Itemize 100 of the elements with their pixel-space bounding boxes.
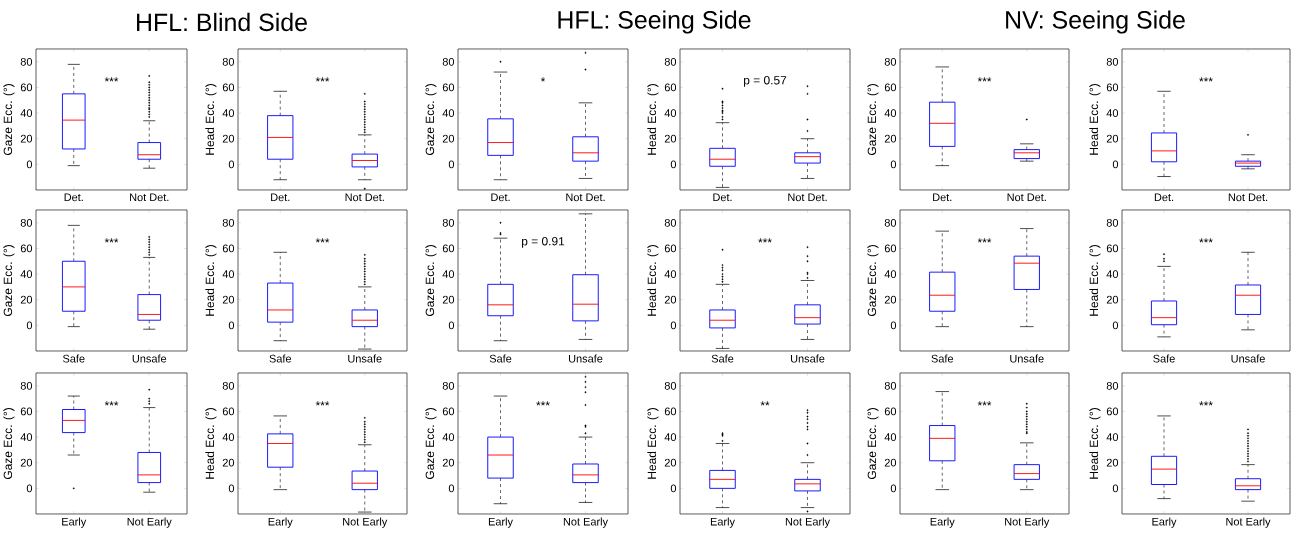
y-tick-label: 20 (442, 295, 455, 304)
y-tick-label: 40 (884, 270, 897, 278)
annotation: *** (315, 77, 330, 82)
x-tick-label: Det. (491, 193, 510, 202)
y-tick-label: 60 (1106, 244, 1119, 253)
annotation: *** (1199, 401, 1213, 406)
annotation: *** (104, 401, 119, 406)
x-tick-label: Safe (489, 354, 512, 363)
y-tick-label: 20 (884, 458, 897, 467)
y-tick-label: 0 (448, 160, 455, 169)
y-tick-label: 20 (442, 134, 455, 143)
x-tick-label: Not Det. (345, 193, 384, 202)
x-tick-label: Det. (271, 193, 290, 202)
y-tick-label: 80 (442, 218, 455, 227)
annotation: p = 0.57 (744, 76, 787, 87)
chart-title: NV: Seeing Side (1006, 10, 1185, 34)
annotation: * (540, 77, 546, 82)
y-tick-label: 80 (1106, 381, 1119, 390)
annotation: *** (104, 77, 119, 82)
y-axis-title: Gaze Ecc. (°) (3, 84, 15, 156)
y-tick-label: 60 (664, 244, 677, 253)
y-tick-label: 60 (20, 244, 33, 253)
y-tick-label: 80 (442, 57, 455, 66)
annotation: *** (1199, 77, 1213, 82)
x-tick-label: Safe (62, 354, 85, 363)
annotation: *** (977, 238, 992, 243)
y-axis-title: Gaze Ecc. (°) (3, 408, 15, 480)
y-axis-title: Head Ecc. (°) (205, 408, 217, 479)
x-tick-label: Not Det. (1228, 193, 1268, 202)
y-tick-label: 20 (20, 458, 33, 467)
y-tick-label: 0 (448, 321, 455, 330)
annotation: ** (760, 401, 770, 406)
annotation: *** (1199, 238, 1213, 243)
annotation: *** (315, 238, 330, 243)
y-tick-label: 0 (228, 160, 235, 169)
y-tick-label: 60 (884, 83, 897, 92)
x-tick-label: Safe (711, 354, 734, 363)
y-tick-label: 20 (884, 295, 897, 304)
y-tick-label: 60 (442, 83, 455, 92)
y-tick-label: 40 (664, 270, 677, 278)
y-tick-label: 0 (1112, 484, 1119, 493)
x-tick-label: Not Det. (566, 193, 605, 202)
y-tick-label: 40 (442, 109, 455, 117)
y-tick-label: 60 (664, 83, 677, 92)
y-tick-label: 20 (20, 134, 33, 143)
x-tick-label: Unsafe (348, 354, 382, 363)
y-tick-label: 20 (664, 458, 677, 467)
x-tick-label: Safe (931, 354, 954, 363)
y-tick-label: 60 (222, 407, 235, 416)
y-tick-label: 0 (228, 484, 235, 493)
y-tick-label: 80 (1106, 218, 1119, 227)
x-tick-label: Det. (713, 193, 732, 202)
x-tick-label: Unsafe (1010, 354, 1044, 363)
y-tick-label: 20 (884, 134, 897, 143)
x-tick-label: Not Early (563, 517, 608, 528)
x-tick-label: Safe (1153, 354, 1175, 363)
x-tick-label: Not Det. (1007, 193, 1046, 202)
y-tick-label: 60 (884, 407, 897, 416)
chart-title: HFL: Seeing Side (558, 10, 751, 34)
annotation: *** (536, 401, 550, 406)
y-tick-label: 40 (1106, 433, 1119, 441)
y-tick-label: 0 (448, 484, 455, 493)
x-tick-label: Not Det. (788, 193, 827, 202)
y-tick-label: 40 (222, 109, 235, 117)
y-tick-label: 40 (664, 433, 677, 441)
x-tick-label: Det. (933, 193, 952, 202)
y-tick-label: 40 (1106, 109, 1119, 117)
y-tick-label: 60 (222, 244, 235, 253)
y-axis-title: Head Ecc. (°) (647, 408, 659, 479)
y-tick-label: 60 (20, 407, 33, 416)
y-axis-title: Head Ecc. (°) (205, 245, 217, 316)
y-tick-label: 40 (442, 433, 455, 441)
x-tick-label: Early (62, 517, 87, 528)
y-tick-label: 80 (222, 57, 235, 66)
y-axis-title: Head Ecc. (°) (647, 84, 659, 155)
x-tick-label: Det. (64, 193, 83, 202)
y-tick-label: 0 (1112, 160, 1119, 169)
y-axis-title: Gaze Ecc. (°) (867, 245, 879, 317)
y-tick-label: 40 (442, 270, 455, 278)
y-axis-title: Gaze Ecc. (°) (3, 245, 15, 317)
y-tick-label: 20 (664, 134, 677, 143)
y-tick-label: 40 (884, 433, 897, 441)
y-tick-label: 20 (664, 295, 677, 304)
annotation: *** (977, 77, 992, 82)
y-tick-label: 20 (1106, 134, 1119, 143)
y-tick-label: 0 (670, 160, 677, 169)
y-tick-label: 0 (228, 321, 235, 330)
y-tick-label: 80 (20, 381, 33, 390)
x-tick-label: Early (710, 517, 735, 528)
x-tick-label: Not Early (343, 517, 388, 528)
y-tick-label: 40 (1106, 270, 1119, 278)
y-axis-title: Head Ecc. (°) (647, 245, 659, 316)
x-tick-label: Not Early (785, 517, 830, 528)
y-tick-label: 20 (222, 295, 235, 304)
y-tick-label: 20 (20, 295, 33, 304)
x-tick-label: Unsafe (1231, 354, 1265, 363)
y-tick-label: 20 (442, 458, 455, 467)
y-tick-label: 60 (884, 244, 897, 253)
y-axis-title: Head Ecc. (°) (1089, 245, 1101, 316)
y-tick-label: 0 (670, 484, 677, 493)
